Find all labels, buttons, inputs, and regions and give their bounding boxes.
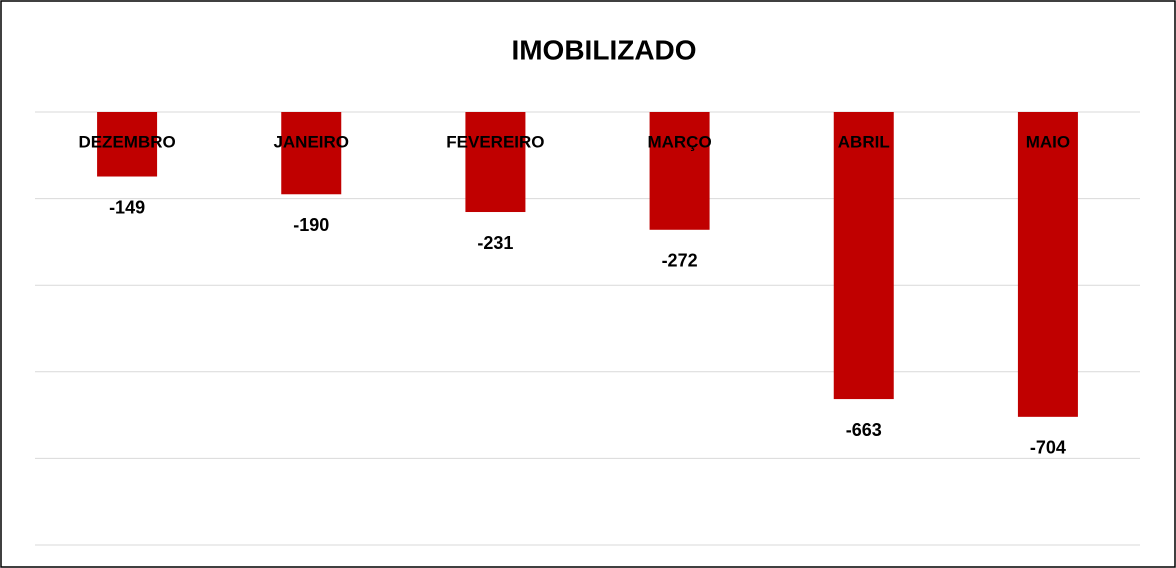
bar [833, 112, 894, 400]
x-tick-label: MAIO [1026, 132, 1070, 151]
x-tick-label: ABRIL [838, 132, 890, 151]
bar [1017, 112, 1078, 417]
data-label: -231 [477, 233, 513, 253]
data-label: -663 [846, 420, 882, 440]
data-label: -272 [662, 251, 698, 271]
bar [649, 112, 710, 230]
bar [465, 112, 526, 213]
data-label: -149 [109, 197, 145, 217]
x-tick-label: JANEIRO [273, 132, 349, 151]
x-tick-label: DEZEMBRO [78, 132, 175, 151]
x-tick-label: FEVEREIRO [446, 132, 544, 151]
chart-title: IMOBILIZADO [511, 34, 696, 65]
x-tick-label: MARÇO [647, 132, 711, 151]
bar [97, 112, 158, 177]
data-label: -704 [1030, 438, 1066, 458]
bar [281, 112, 342, 195]
data-label: -190 [293, 215, 329, 235]
